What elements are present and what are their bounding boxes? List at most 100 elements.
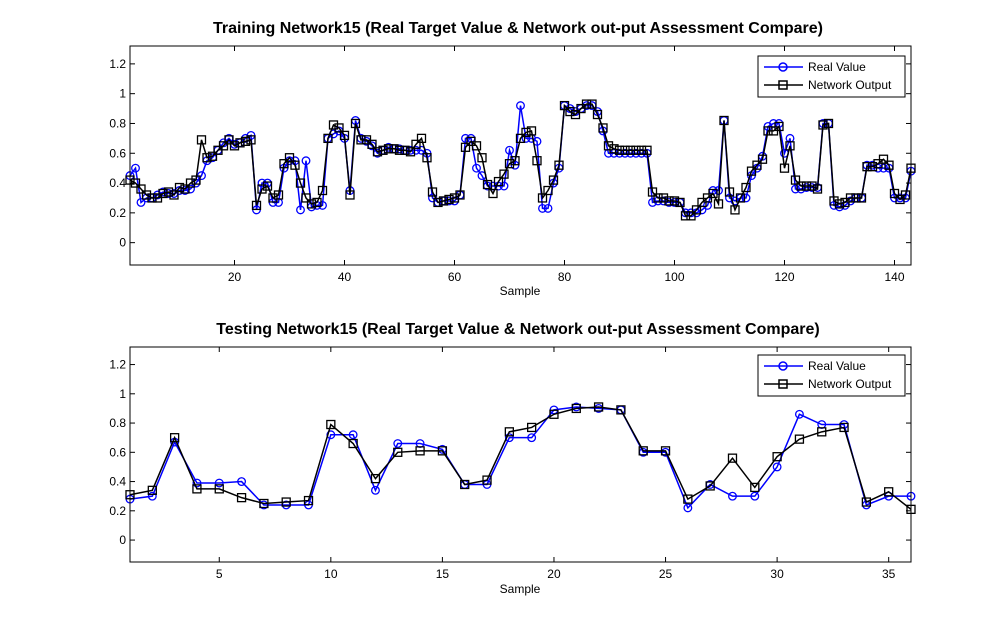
- testing-network-output-point: [437, 446, 448, 456]
- training-network-output-point: [587, 99, 597, 109]
- training-real-value-point: [461, 133, 470, 143]
- training-network-output-point: [196, 135, 207, 145]
- training-network-output-point: [350, 118, 361, 129]
- testing-real-value-point: [683, 503, 693, 513]
- testing-network-output-point: [303, 495, 314, 506]
- training-network-output-point: [757, 154, 768, 164]
- training-network-output-point: [614, 145, 625, 155]
- training-network-output-point: [889, 188, 900, 199]
- training-network-output-point: [273, 190, 284, 200]
- testing-network-output-point: [527, 422, 537, 433]
- training-y-tick-label: 0.8: [109, 116, 126, 130]
- training-network-output-point: [554, 160, 564, 170]
- testing-real-value-point: [393, 439, 403, 448]
- training-network-output-point: [675, 197, 685, 208]
- training-network-output-point: [862, 162, 872, 172]
- testing-network-output-point: [147, 485, 157, 495]
- testing-real-value-point: [192, 478, 202, 488]
- training-network-output-point: [752, 160, 762, 170]
- training-real-value-point: [538, 203, 547, 213]
- training-real-value-point: [318, 200, 327, 210]
- training-network-output-point: [218, 141, 229, 151]
- training-x-tick-label: 20: [228, 270, 242, 284]
- training-network-output-point: [658, 193, 669, 203]
- training-real-value-point: [472, 163, 481, 173]
- training-network-output-point: [235, 138, 245, 148]
- testing-network-output-point: [772, 452, 782, 462]
- testing-legend-real-label: Real Value: [808, 359, 866, 373]
- testing-real-value-point: [750, 491, 760, 501]
- testing-network-output-point: [884, 487, 894, 497]
- training-legend: Real Value Network Output: [757, 55, 906, 98]
- training-real-value-line: [129, 104, 912, 214]
- training-network-output-point: [493, 176, 504, 187]
- training-network-output-point: [158, 188, 168, 199]
- training-x-tick-label: 80: [558, 270, 572, 284]
- training-network-output-point: [812, 184, 823, 194]
- training-real-value-point: [516, 101, 525, 111]
- testing-network-output-point: [616, 405, 626, 415]
- training-network-output-point: [251, 200, 262, 211]
- training-y-tick-label: 0.6: [109, 146, 126, 160]
- training-network-output-point: [383, 144, 394, 154]
- testing-real-value-point: [348, 430, 358, 440]
- testing-y-tick-label: 0: [119, 533, 126, 547]
- training-network-output-point: [537, 193, 548, 203]
- training-network-output-point: [884, 160, 894, 170]
- training-network-output-point: [570, 109, 581, 120]
- testing-network-output-point: [281, 497, 291, 507]
- training-x-tick-label: 60: [448, 270, 462, 284]
- training-network-output-point: [240, 136, 251, 146]
- training-network-output-point: [477, 153, 487, 163]
- training-network-output-point: [592, 109, 603, 120]
- training-network-output-point: [141, 190, 152, 200]
- training-network-output-point: [405, 147, 416, 157]
- training-network-output-point: [328, 120, 339, 130]
- training-network-output-point: [598, 123, 608, 133]
- testing-real-value-point: [728, 491, 737, 501]
- training-network-output-point: [422, 153, 432, 163]
- training-network-output-point: [367, 139, 377, 149]
- training-legend-network-label: Network Output: [808, 78, 892, 92]
- testing-legend-network-label: Network Output: [808, 377, 892, 391]
- training-network-output-point: [482, 179, 493, 190]
- training-network-output-point: [664, 196, 674, 206]
- testing-network-output-point: [638, 446, 648, 456]
- training-real-value-point: [136, 197, 146, 207]
- testing-network-output-point: [259, 498, 269, 509]
- training-network-output-point: [317, 185, 328, 196]
- training-network-output-point: [686, 211, 696, 221]
- testing-network-output-point: [705, 481, 715, 491]
- training-network-output-point: [559, 100, 570, 111]
- training-network-output-point: [262, 181, 273, 191]
- training-network-output-point: [779, 163, 790, 173]
- training-network-output-point: [510, 156, 520, 166]
- training-network-output-point: [691, 205, 702, 215]
- testing-network-output-point: [683, 494, 693, 504]
- training-network-output-point: [268, 193, 278, 203]
- training-network-output-point: [900, 190, 911, 200]
- training-network-output-point: [680, 211, 691, 221]
- training-network-output-point: [471, 141, 482, 151]
- testing-legend: Real Value Network Output: [757, 354, 906, 397]
- testing-network-output-point: [549, 409, 559, 419]
- testing-real-value-point: [527, 433, 537, 443]
- training-network-output-point: [823, 118, 834, 129]
- training-network-output-point: [581, 99, 592, 109]
- training-network-output-point: [257, 184, 267, 194]
- training-network-output-point: [378, 145, 388, 155]
- training-network-output-point: [790, 175, 801, 185]
- training-real-value-point: [521, 133, 531, 143]
- training-network-output-point: [829, 196, 839, 206]
- training-x-axis-label: Sample: [500, 284, 541, 298]
- training-network-output-point: [444, 194, 454, 205]
- training-network-output-point: [746, 166, 757, 176]
- training-network-output-point: [801, 181, 812, 191]
- testing-network-output-point: [326, 419, 336, 430]
- testing-real-value-point: [504, 433, 514, 443]
- testing-network-output-point: [415, 446, 425, 456]
- training-network-output-point: [532, 156, 542, 166]
- training-network-output-point: [642, 145, 652, 155]
- training-real-value-point: [543, 203, 553, 213]
- testing-network-output-point: [169, 433, 180, 443]
